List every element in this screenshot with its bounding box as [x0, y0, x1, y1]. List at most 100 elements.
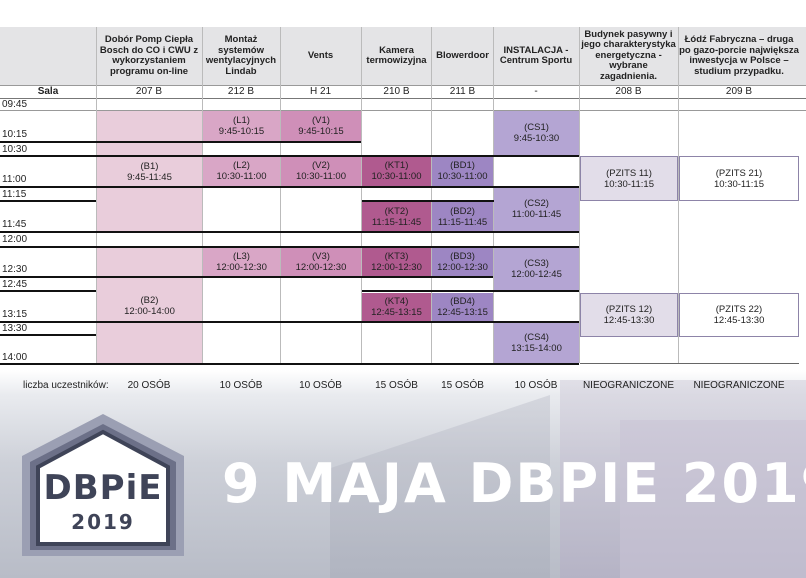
row-separator: [0, 155, 579, 157]
session-code: (BD4): [450, 296, 475, 307]
logo-name: DBPiE: [43, 468, 163, 508]
session-code: (B2): [140, 294, 159, 306]
session-block: (V2) 10:30-11:00: [281, 156, 361, 186]
session-code: (PZITS 12): [605, 304, 653, 315]
session-code: (PZITS 11): [606, 167, 652, 179]
row-separator: [0, 246, 579, 248]
session-time: 11:15-11:45: [371, 216, 422, 228]
session-code: (KT4): [384, 296, 409, 307]
row-separator: [580, 363, 799, 364]
session-block: (L1) 9:45-10:15: [203, 111, 280, 141]
session-code: (KT3): [384, 251, 409, 262]
dbpie-logo: [22, 414, 184, 556]
session-block: (PZITS 11) 10:30-11:15: [580, 156, 678, 201]
column-header-instalacja: INSTALACJA - Centrum Sportu: [499, 44, 573, 66]
participants-count: 20 OSÓB: [127, 380, 171, 391]
session-time: 10:30-11:00: [437, 171, 488, 182]
session-time: 10:30-11:15: [603, 178, 654, 190]
time-label: 12:00: [2, 234, 28, 245]
session-code: (BD2): [450, 205, 475, 217]
session-code: (L2): [233, 160, 250, 171]
participants-count: NIEOGRANICZONE: [582, 380, 675, 391]
column-header-lodz: Łódź Fabryczna – druga po gazo-porcie na…: [679, 34, 799, 77]
session-time: 10:30-11:00: [371, 171, 422, 182]
column-separator: [493, 27, 494, 363]
session-block: (BD4) 12:45-13:15: [432, 293, 493, 321]
time-label: 09:45: [2, 99, 28, 110]
time-label: 12:45: [2, 279, 28, 290]
session-code: (B1): [140, 161, 159, 172]
column-separator: [202, 27, 203, 363]
session-time: 12:00-14:00: [124, 305, 175, 317]
session-time: 12:45-13:15: [437, 307, 488, 318]
room-209b: 209 B: [725, 86, 753, 97]
session-time: 12:00-12:30: [437, 262, 488, 273]
header-shade: [0, 27, 806, 85]
room-212b: 212 B: [227, 86, 255, 97]
row-separator: [362, 290, 579, 292]
session-time: 11:15-11:45: [437, 216, 488, 228]
row-separator: [0, 321, 579, 323]
session-time: 9:45-10:30: [513, 133, 560, 144]
session-block: (PZITS 22) 12:45-13:30: [679, 293, 799, 337]
session-block: (CS1) 9:45-10:30: [494, 111, 579, 155]
session-code: (CS3): [524, 258, 549, 269]
time-label: 13:30: [2, 323, 28, 334]
room-h21: H 21: [309, 86, 332, 97]
time-label: 13:15: [2, 309, 28, 320]
logo-inner-house: [36, 429, 170, 546]
column-separator: [96, 27, 97, 363]
session-time: 11:00-11:45: [511, 209, 562, 220]
session-block: (B1) 9:45-11:45: [97, 111, 202, 233]
session-code: (BD3): [450, 251, 475, 262]
row-separator: [0, 186, 579, 188]
session-time: 9:45-10:15: [218, 126, 265, 137]
participants-count: 15 OSÓB: [375, 380, 418, 391]
session-time: 13:15-14:00: [511, 342, 562, 354]
session-code: (KT1): [384, 160, 409, 171]
session-block: (KT3) 12:00-12:30: [362, 248, 431, 276]
grid-line: [0, 85, 806, 86]
session-code: (CS1): [524, 122, 549, 133]
session-code: (PZITS 22): [715, 304, 763, 315]
session-block: (B2) 12:00-14:00: [97, 248, 202, 363]
room-207b: 207 B: [135, 86, 163, 97]
grid-line: [0, 110, 806, 111]
column-separator: [579, 27, 580, 363]
session-code: (PZITS 21): [715, 167, 763, 179]
session-block: (L3) 12:00-12:30: [203, 248, 280, 276]
session-code: (L1): [233, 115, 250, 126]
row-separator: [362, 200, 494, 202]
time-label: 14:00: [2, 352, 28, 363]
row-separator: [0, 231, 579, 233]
session-code: (CS2): [524, 198, 549, 209]
session-code: (CS4): [524, 331, 549, 343]
background-shape: [620, 420, 806, 578]
room-211b: 211 B: [449, 86, 476, 97]
session-block: (KT2) 11:15-11:45: [362, 202, 431, 231]
time-label: 11:45: [2, 219, 27, 230]
column-separator: [431, 27, 432, 363]
session-block: (BD3) 12:00-12:30: [432, 248, 493, 276]
column-header-vents: Vents: [307, 49, 334, 61]
time-label: 11:00: [2, 174, 27, 185]
session-block: (BD1) 10:30-11:00: [432, 156, 493, 186]
participants-count: 10 OSÓB: [299, 380, 342, 391]
session-time: 12:00-12:30: [295, 262, 347, 273]
participants-label: liczba uczestników:: [23, 380, 109, 391]
column-header-lindab: Montaż systemów wentylacyjnych Lindab: [205, 34, 277, 77]
logo-year: 2019: [71, 510, 135, 534]
session-code: (V1): [312, 115, 330, 126]
session-block: (KT1) 10:30-11:00: [362, 156, 431, 186]
room-centrum: -: [534, 86, 538, 97]
sala-label: Sala: [37, 86, 59, 97]
session-time: 10:30-11:00: [295, 171, 346, 182]
session-time: 12:45-13:15: [371, 307, 422, 318]
row-separator: [0, 200, 96, 202]
session-block: (PZITS 12) 12:45-13:30: [580, 293, 678, 337]
column-header-bosch: Dobór Pomp Ciepła Bosch do CO i CWU z wy…: [99, 34, 199, 77]
time-label: 10:30: [2, 144, 28, 155]
session-time: 12:00-12:30: [216, 262, 267, 273]
room-208b: 208 B: [615, 86, 642, 97]
session-block: (PZITS 21) 10:30-11:15: [679, 156, 799, 201]
